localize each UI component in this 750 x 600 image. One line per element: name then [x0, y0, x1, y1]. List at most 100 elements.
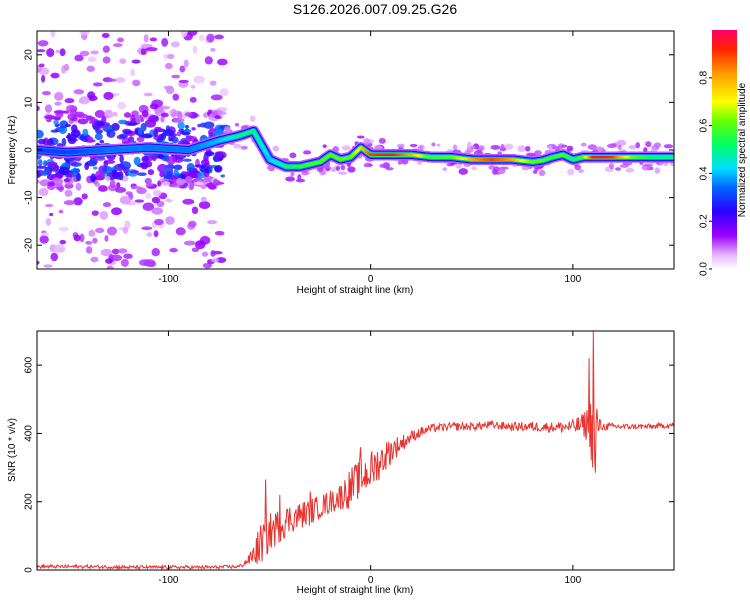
spectrogram-halo-blob — [532, 170, 538, 174]
spectrogram-halo-blob — [645, 141, 652, 148]
snr-series-line — [37, 331, 674, 570]
spectrogram-noise-blob — [162, 167, 174, 171]
spectrogram-halo-blob — [233, 143, 242, 149]
spectrogram-halo-blob — [606, 143, 617, 149]
spectrogram-halo-blob — [615, 167, 622, 171]
spectrogram-halo-blob — [290, 171, 295, 177]
spectrogram-noise-blob — [88, 136, 94, 143]
spectrogram-noise-blob — [105, 175, 111, 182]
spectrogram-halo-blob — [471, 166, 477, 171]
spectrogram-noise-blob — [190, 85, 196, 89]
spectrogram-noise-blob — [63, 178, 71, 183]
spectrogram-halo-blob — [289, 152, 297, 159]
colorbar-gradient — [712, 30, 737, 269]
spectrogram-noise-blob — [144, 177, 152, 185]
spectrogram-halo-blob — [295, 178, 306, 183]
spectrogram-noise-blob — [191, 247, 200, 252]
spectrogram-noise-blob — [95, 227, 105, 234]
spectrogram-noise-blob — [63, 200, 76, 206]
spectrogram-halo-blob — [546, 145, 553, 149]
spectrogram-noise-blob — [189, 96, 197, 103]
spectrogram-halo-blob — [500, 143, 505, 151]
spectrogram-noise-blob — [153, 129, 159, 137]
spectrogram-noise-blob — [154, 126, 162, 131]
spectrogram-noise-blob — [45, 217, 52, 226]
spectrogram-noise-blob — [117, 101, 127, 110]
spectrogram-noise-blob — [205, 182, 215, 188]
spectrogram-noise-blob — [46, 161, 58, 167]
spectrogram-noise-blob — [156, 154, 165, 159]
spectrogram-noise-blob — [121, 175, 129, 182]
spectrogram-halo-blob — [635, 142, 641, 149]
spectrogram-noise-blob — [175, 227, 186, 236]
spectrogram-noise-blob — [142, 202, 155, 211]
spectrogram-noise-blob — [95, 170, 105, 180]
colorbar-tick-label: 0.2 — [699, 214, 710, 228]
spectrogram-x-label: Height of straight line (km) — [297, 285, 414, 296]
chart-title: S126.2026.007.09.25.G26 — [292, 1, 458, 17]
spectrogram-noise-blob — [50, 252, 59, 262]
spectrogram-noise-blob — [119, 154, 124, 164]
spectrogram-noise-blob — [88, 229, 96, 237]
spectrogram-noise-blob — [122, 226, 129, 234]
spectrogram-halo-blob — [578, 168, 584, 174]
spectrogram-noise-blob — [85, 240, 93, 245]
spectrogram-noise-blob — [163, 53, 168, 60]
spectrogram-noise-blob — [46, 139, 52, 147]
spectrogram-noise-blob — [151, 248, 160, 257]
spectrogram-noise-blob — [124, 220, 131, 230]
spectrogram-noise-blob — [140, 48, 147, 56]
spectrogram-halo-blob — [240, 145, 248, 150]
spectrogram-halo-blob — [595, 146, 605, 152]
spectrogram-halo-blob — [551, 146, 561, 150]
spectrogram-halo-blob — [525, 145, 531, 152]
spectrogram-noise-blob — [215, 257, 227, 264]
spectrogram-halo-blob — [249, 115, 256, 122]
spectrogram-noise-blob — [198, 34, 205, 42]
spectrogram-noise-blob — [193, 75, 205, 84]
spectrogram-noise-blob — [194, 240, 206, 250]
snr-x-tick-label: 100 — [565, 575, 582, 586]
spectrogram-y-label: Frequency (Hz) — [7, 116, 18, 185]
spectrogram-noise-blob — [188, 220, 197, 228]
spectrogram-noise-blob — [40, 232, 50, 236]
spectrogram-noise-blob — [92, 82, 103, 87]
colorbar-tick-label: 0.6 — [699, 118, 710, 132]
spectrogram-noise-blob — [165, 85, 175, 95]
spectrogram-halo-blob — [234, 122, 240, 127]
spectrogram-noise-blob — [42, 171, 48, 177]
spectrogram-noise-blob — [143, 259, 156, 267]
spectrogram-noise-blob — [145, 47, 158, 52]
spectrogram-noise-blob — [76, 172, 81, 182]
spectrogram-noise-blob — [64, 123, 72, 127]
spectrogram-noise-blob — [160, 115, 165, 123]
spectrogram-halo-blob — [580, 142, 587, 147]
spectrogram-noise-blob — [105, 78, 117, 82]
spectrogram-noise-blob — [213, 178, 219, 186]
spectrogram-halo-blob — [340, 164, 346, 171]
spectrogram-noise-blob — [58, 166, 70, 176]
spectrogram-noise-blob — [166, 53, 175, 60]
colorbar-ticks: 0.0 0.2 0.4 0.6 0.8 — [699, 70, 712, 276]
spectrogram-noise-blob — [54, 91, 64, 101]
spectrogram-noise-blob — [149, 103, 159, 110]
spectrogram-noise-blob — [193, 181, 204, 186]
spectrogram-noise-blob — [178, 79, 189, 84]
spectrogram-noise-blob — [41, 74, 46, 83]
spectrogram-noise-blob — [176, 177, 186, 186]
spectrogram-noise-blob — [130, 114, 136, 123]
spectrogram-noise-blob — [106, 265, 114, 269]
spectrogram-noise-blob — [43, 264, 53, 268]
spectrogram-noise-blob — [77, 118, 89, 125]
spectrogram-noise-blob — [182, 198, 195, 205]
spectrogram-noise-blob — [200, 196, 207, 203]
spectrogram-noise-blob — [136, 136, 145, 143]
spectrogram-halo-blob — [431, 142, 436, 147]
spectrogram-noise-blob — [122, 128, 132, 134]
spectrogram-noise-blob — [37, 260, 40, 265]
spectrogram-noise-blob — [111, 207, 122, 216]
colorbar-tick-label: 0.4 — [699, 166, 710, 180]
spectrogram-x-ticks: -100 0 100 — [158, 31, 582, 285]
spectrogram-noise-blob — [109, 179, 116, 189]
